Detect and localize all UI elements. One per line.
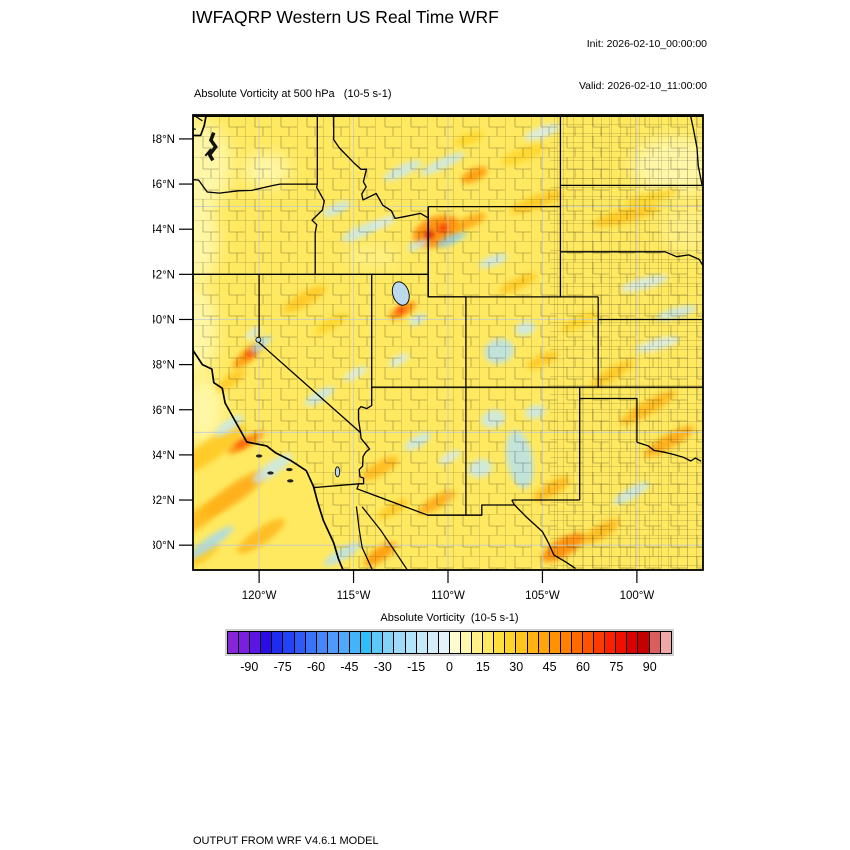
colorbar-cell <box>249 632 261 653</box>
lat-tick-label: 32°N <box>153 495 175 507</box>
colorbar-cell <box>559 632 571 653</box>
colorbar-cell <box>593 632 605 653</box>
colorbar-tick-label: 60 <box>576 660 590 674</box>
colorbar-cell <box>315 632 327 653</box>
colorbar-cell <box>304 632 316 653</box>
footer-line1: OUTPUT FROM WRF V4.6.1 MODEL <box>193 835 379 847</box>
vorticity-field <box>193 115 703 570</box>
lon-tick-label: 100°W <box>620 590 655 602</box>
lat-tick-label: 30°N <box>153 540 175 552</box>
lat-tick-label: 34°N <box>153 450 175 462</box>
colorbar-tick-label: -60 <box>306 660 326 674</box>
vorticity-map: 48°N 46°N 44°N 42°N 40°N 38°N 36°N 34°N 32°N 30°N… <box>153 114 704 602</box>
colorbar-cell <box>271 632 283 653</box>
colorbar-cell <box>637 632 649 653</box>
valid-time-label: Valid: 2026-02-10_11:00:00 <box>578 80 707 92</box>
colorbar-tick-label: 45 <box>542 660 557 674</box>
lon-tick-label: 120°W <box>242 590 277 602</box>
colorbar-tick-label: 30 <box>509 660 524 674</box>
colorbar-cell <box>582 632 594 653</box>
colorbar-tick-label: 15 <box>475 660 490 674</box>
lat-tick-label: 36°N <box>153 405 175 417</box>
lon-tick-label: 115°W <box>337 590 371 602</box>
colorbar-cell <box>293 632 305 653</box>
lat-tick-label: 42°N <box>153 269 175 281</box>
colorbar-tick-label: 0 <box>446 660 453 674</box>
colorbar-cell <box>282 632 294 653</box>
colorbar-tick-label: -75 <box>273 660 292 674</box>
colorbar-cell <box>382 632 394 653</box>
colorbar-cell <box>570 632 582 653</box>
colorbar-cell <box>349 632 361 653</box>
colorbar-cell <box>482 632 494 653</box>
lat-tick-label: 40°N <box>153 315 175 327</box>
colorbar-cell <box>548 632 560 653</box>
colorbar-cell <box>448 632 460 653</box>
colorbar-tick-label: -90 <box>240 660 259 674</box>
colorbar-cell <box>626 632 638 653</box>
run-info: Init: 2026-02-10_00:00:00 Valid: 2026-02… <box>579 9 707 121</box>
colorbar-tick-label: -45 <box>340 660 359 674</box>
colorbar-cell <box>615 632 627 653</box>
colorbar-cell <box>228 632 239 653</box>
colorbar-cell <box>326 632 338 653</box>
colorbar <box>225 629 674 656</box>
page-title: IWFAQRP Western US Real Time WRF <box>191 7 499 27</box>
colorbar-cell <box>604 632 616 653</box>
colorbar-cell <box>537 632 549 653</box>
colorbar-cell <box>337 632 350 653</box>
lat-tick-label: 38°N <box>153 360 175 372</box>
colorbar-cell <box>648 632 660 653</box>
colorbar-cell <box>360 632 372 653</box>
colorbar-cell <box>238 632 250 653</box>
colorbar-cell <box>459 632 472 653</box>
colorbar-tick-label: -15 <box>407 660 426 674</box>
colorbar-cell <box>504 632 516 653</box>
colorbar-cell <box>260 632 272 653</box>
colorbar-cell <box>426 632 438 653</box>
footer-model-info: OUTPUT FROM WRF V4.6.1 MODEL WE = 310 ; … <box>193 808 626 850</box>
plot-subtitle: Absolute Vorticity at 500 hPa (10-5 s-1) <box>194 88 392 100</box>
colorbar-cell <box>437 632 449 653</box>
colorbar-cell <box>659 632 671 653</box>
lat-tick-label: 48°N <box>153 134 175 146</box>
colorbar-title: Absolute Vorticity (10-5 s-1) <box>380 612 519 624</box>
colorbar-cell <box>526 632 538 653</box>
lat-tick-label: 44°N <box>153 224 175 236</box>
colorbar-cell <box>371 632 383 653</box>
colorbar-cell <box>493 632 505 653</box>
colorbar-cell <box>415 632 427 653</box>
colorbar-tick-label: 75 <box>609 660 624 674</box>
init-time-label: Init: 2026-02-10_00:00:00 <box>586 38 707 50</box>
lon-tick-label: 105°W <box>525 590 560 602</box>
lon-tick-label: 110°W <box>431 590 465 602</box>
colorbar-tick-labels: -90 -75 -60 -45 -30 -15 0 15 30 45 60 75 90 <box>227 660 672 678</box>
colorbar-tick-label: -30 <box>373 660 392 674</box>
lat-tick-label: 46°N <box>153 179 175 191</box>
colorbar-tick-label: 90 <box>642 660 657 674</box>
colorbar-cell <box>393 632 405 653</box>
colorbar-cell <box>404 632 416 653</box>
colorbar-cell <box>471 632 483 653</box>
colorbar-cell <box>515 632 527 653</box>
